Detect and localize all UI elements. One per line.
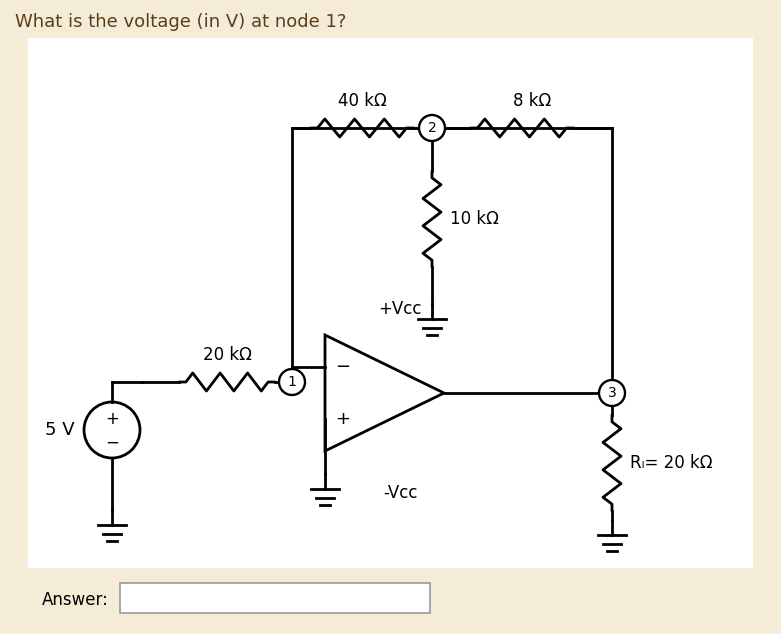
Text: +: + bbox=[336, 410, 351, 428]
Text: Answer:: Answer: bbox=[42, 591, 109, 609]
Text: -Vcc: -Vcc bbox=[383, 484, 417, 502]
Circle shape bbox=[599, 380, 625, 406]
Text: 5 V: 5 V bbox=[45, 421, 75, 439]
Text: 40 kΩ: 40 kΩ bbox=[337, 92, 387, 110]
Text: 8 kΩ: 8 kΩ bbox=[513, 92, 551, 110]
Text: 20 kΩ: 20 kΩ bbox=[202, 346, 251, 364]
Text: +: + bbox=[105, 410, 119, 429]
Text: 10 kΩ: 10 kΩ bbox=[450, 210, 499, 228]
Text: −: − bbox=[335, 358, 351, 376]
Text: 1: 1 bbox=[287, 375, 297, 389]
Text: Rₗ= 20 kΩ: Rₗ= 20 kΩ bbox=[630, 454, 712, 472]
Text: What is the voltage (in V) at node 1?: What is the voltage (in V) at node 1? bbox=[15, 13, 347, 31]
Text: 2: 2 bbox=[428, 121, 437, 135]
Circle shape bbox=[419, 115, 445, 141]
Circle shape bbox=[279, 369, 305, 395]
FancyBboxPatch shape bbox=[28, 38, 753, 568]
FancyBboxPatch shape bbox=[120, 583, 430, 613]
Text: −: − bbox=[105, 434, 119, 451]
Text: +Vcc: +Vcc bbox=[378, 300, 422, 318]
Text: 3: 3 bbox=[608, 386, 616, 400]
